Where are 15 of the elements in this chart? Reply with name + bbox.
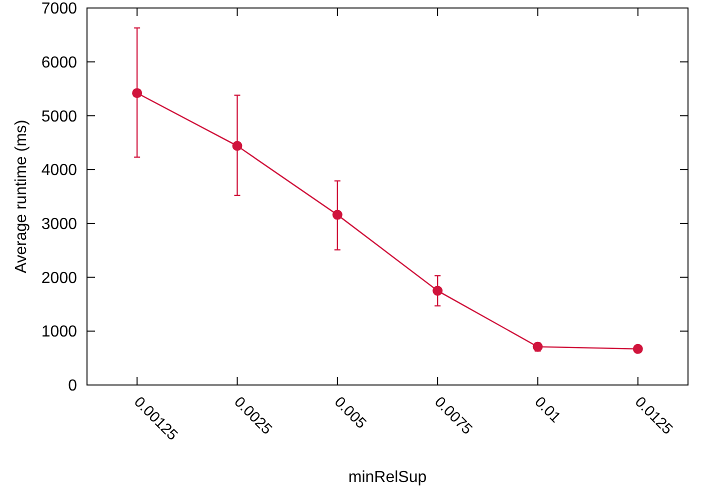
point [632,344,643,354]
y-tick-label: 3000 [41,216,78,234]
y-tick-label: 4000 [41,162,78,180]
y-tick-label: 5000 [41,108,78,126]
y-axis-title: Average runtime (ms) [13,120,30,274]
y-tick-label: 2000 [41,270,78,287]
point [232,140,242,151]
x-axis-title: minRelSup [348,469,427,486]
y-tick-label: 7000 [41,0,78,18]
y-tick-label: 6000 [41,54,78,72]
y-tick-label: 0 [68,378,78,395]
point [432,286,443,296]
point [132,88,142,98]
y-tick-label: 1000 [41,324,78,341]
point [332,210,342,220]
